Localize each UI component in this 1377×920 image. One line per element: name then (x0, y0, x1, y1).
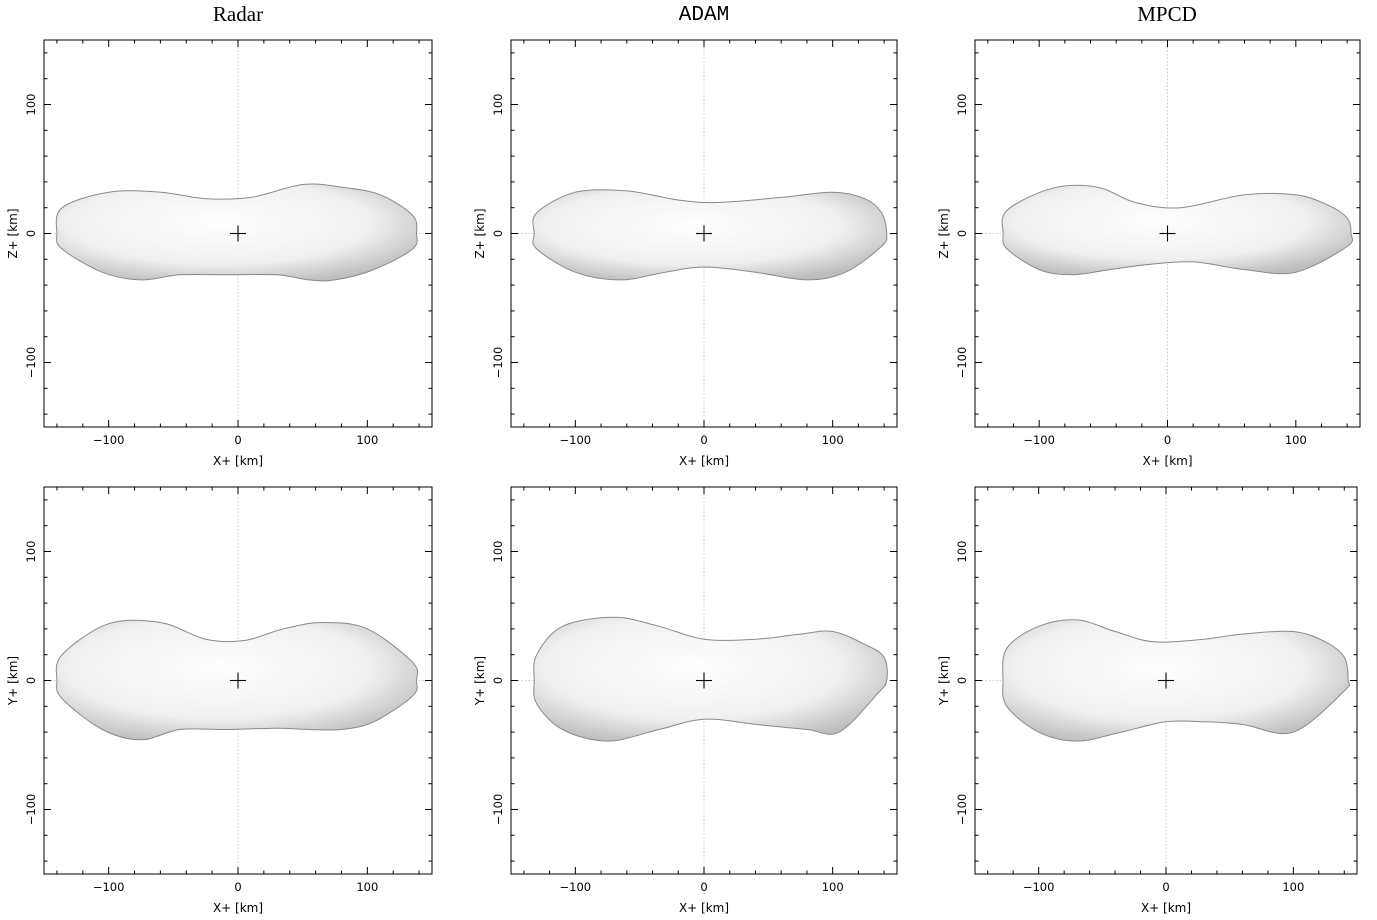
mpcd-xy-plot: −100 0 100 −100 0 100 X+ [km] Y+ [km] (937, 486, 1358, 915)
adam-xy-xtick-label: −100 (560, 880, 592, 894)
adam-xz-asteroid-shape (532, 189, 888, 281)
adam-xz-ytick-label: 0 (491, 230, 505, 237)
adam-xy-ytick-label: −100 (491, 794, 505, 826)
mpcd-xz-xtick-label: −100 (1023, 433, 1055, 447)
radar-xy-ytick-label: −100 (24, 794, 38, 826)
radar-xy-xtick-label: 100 (356, 880, 378, 894)
radar-xy-plot: −100 0 100 −100 0 100 X+ [km] Y+ [km] (6, 486, 433, 915)
mpcd-xy-asteroid-shape (1002, 619, 1351, 742)
radar-xy-xtick-label: 0 (234, 880, 241, 894)
mpcd-xz-xtick-label: 100 (1285, 433, 1307, 447)
mpcd-xy-ytick-label: 0 (955, 677, 969, 684)
mpcd-xy-ylabel: Y+ [km] (937, 656, 951, 706)
mpcd-xz-ytick-label: 100 (955, 94, 969, 116)
column-title-mpcd: MPCD (1137, 2, 1197, 26)
radar-xz-ytick-label: −100 (24, 347, 38, 379)
adam-xz-plot: −100 0 100 −100 0 100 X+ [km] Z+ [km] (473, 39, 898, 468)
adam-xz-xtick-label: 100 (822, 433, 844, 447)
mpcd-xy-xtick-label: −100 (1023, 880, 1055, 894)
adam-xy-xlabel: X+ [km] (679, 901, 729, 915)
radar-xz-ylabel: Z+ [km] (6, 208, 20, 258)
mpcd-xy-ytick-label: −100 (955, 794, 969, 826)
radar-xz-asteroid-shape (55, 183, 418, 282)
adam-xz-xlabel: X+ [km] (679, 454, 729, 468)
column-title-adam: ADAM (678, 4, 730, 27)
mpcd-xy-xtick-label: 100 (1282, 880, 1304, 894)
adam-xy-ytick-label: 100 (491, 541, 505, 563)
adam-xy-ylabel: Y+ [km] (473, 656, 487, 706)
mpcd-xz-asteroid-shape (1001, 184, 1354, 276)
radar-xz-plot: −100 0 100 −100 0 100 X+ [km] Z+ [km] (6, 39, 433, 468)
mpcd-xy-xtick-label: 0 (1162, 880, 1169, 894)
radar-xz-xtick-label: −100 (93, 433, 125, 447)
mpcd-xy-ytick-label: 100 (955, 541, 969, 563)
mpcd-xz-ytick-label: −100 (955, 347, 969, 379)
adam-xy-xtick-label: 100 (822, 880, 844, 894)
mpcd-xz-xtick-label: 0 (1164, 433, 1171, 447)
mpcd-xz-ytick-label: 0 (955, 230, 969, 237)
radar-xz-ytick-label: 100 (24, 94, 38, 116)
mpcd-xz-xlabel: X+ [km] (1142, 454, 1192, 468)
adam-xy-asteroid-shape (533, 616, 888, 742)
radar-xy-xtick-label: −100 (93, 880, 125, 894)
radar-xy-xlabel: X+ [km] (213, 901, 263, 915)
radar-xy-ytick-label: 0 (24, 677, 38, 684)
adam-xy-xtick-label: 0 (700, 880, 707, 894)
adam-xy-plot: −100 0 100 −100 0 100 X+ [km] Y+ [km] (473, 486, 898, 915)
radar-xy-ytick-label: 100 (24, 541, 38, 563)
adam-xy-ytick-label: 0 (491, 677, 505, 684)
adam-xz-xtick-label: 0 (700, 433, 707, 447)
radar-xz-xtick-label: 100 (356, 433, 378, 447)
adam-xz-ytick-label: −100 (491, 347, 505, 379)
radar-xz-xlabel: X+ [km] (213, 454, 263, 468)
adam-xz-ytick-label: 100 (491, 94, 505, 116)
mpcd-xz-plot: −100 0 100 −100 0 100 X+ [km] Z+ [km] (937, 39, 1361, 468)
radar-xy-ylabel: Y+ [km] (6, 656, 20, 706)
mpcd-xz-ylabel: Z+ [km] (937, 208, 951, 258)
mpcd-xy-xlabel: X+ [km] (1141, 901, 1191, 915)
radar-xz-ytick-label: 0 (24, 230, 38, 237)
column-title-radar: Radar (212, 2, 264, 26)
adam-xz-ylabel: Z+ [km] (473, 208, 487, 258)
adam-xz-xtick-label: −100 (560, 433, 592, 447)
radar-xz-xtick-label: 0 (234, 433, 241, 447)
